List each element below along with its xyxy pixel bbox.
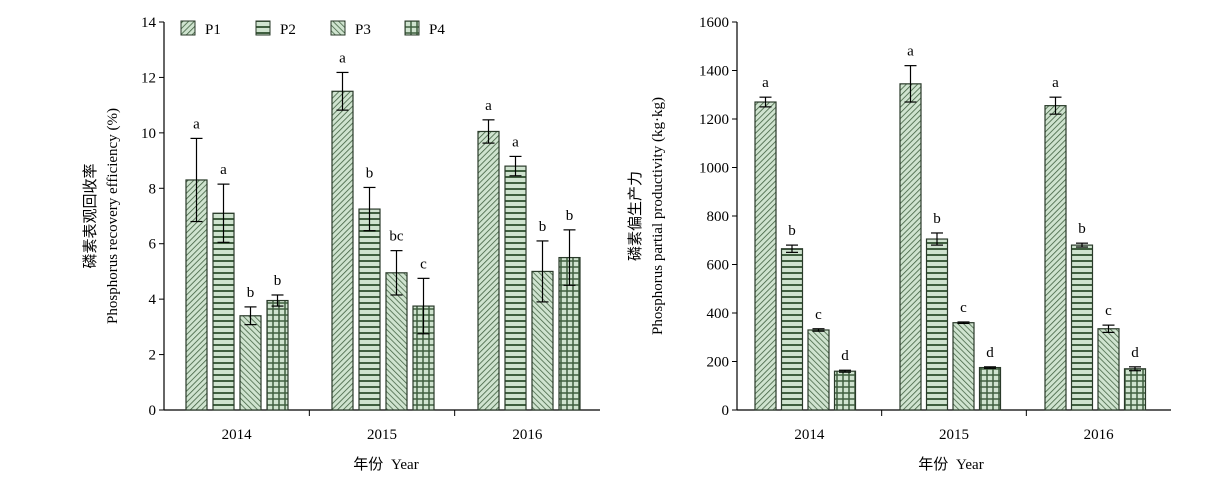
legend-swatch-p2 — [255, 20, 271, 36]
right-bar-p2-2014 — [780, 248, 804, 411]
right-ylabel-en: Phosphorus partial productivity (kg·kg) — [650, 97, 666, 335]
right-bar-p1-2014 — [754, 101, 777, 411]
right-y-tick-label: 1000 — [699, 161, 729, 177]
right-bar-p2-2015 — [925, 238, 949, 411]
right-bar-p3-2015 — [952, 322, 975, 411]
left-ylabel-en: Phosphorus recovery efficiency (%) — [105, 108, 121, 324]
left-significance-label: b — [366, 165, 374, 181]
right-x-tick-label: 2014 — [794, 427, 825, 443]
right-significance-label: a — [907, 44, 914, 60]
right-xlabel-cn: 年份 — [918, 455, 948, 473]
left-significance-label: a — [485, 98, 492, 114]
right-x-tick-label: 2016 — [1084, 427, 1115, 443]
legend-label-p3: P3 — [355, 22, 371, 38]
right-y-tick-label: 1200 — [699, 112, 729, 128]
right-y-tick-label: 600 — [707, 258, 730, 274]
left-y-tick-label: 4 — [149, 292, 157, 308]
right-xlabel: 年份 Year — [918, 455, 983, 473]
left-y-tick-label: 6 — [149, 237, 157, 253]
right-significance-label: d — [1131, 345, 1139, 361]
right-significance-label: b — [788, 223, 796, 239]
left-xlabel-en: Year — [391, 457, 419, 473]
left-significance-label: b — [274, 273, 282, 289]
left-y-tick-label: 0 — [149, 403, 157, 419]
left-significance-label: b — [566, 208, 574, 224]
legend-swatch-p1 — [180, 20, 196, 36]
right-significance-label: b — [1078, 221, 1086, 237]
left-significance-label: c — [420, 256, 427, 272]
left-significance-label: b — [247, 285, 255, 301]
right-bar-p3-2016 — [1097, 328, 1120, 411]
legend: P1 P2 P3 P4 — [180, 20, 445, 38]
right-bar-p2-2016 — [1070, 244, 1094, 411]
right-xlabel-en: Year — [956, 457, 984, 473]
right-bar-p4-2015 — [978, 366, 1002, 411]
right-y-tick-label: 1600 — [699, 15, 729, 31]
right-significance-label: a — [1052, 75, 1059, 91]
left-xlabel: 年份 Year — [353, 455, 418, 473]
right-bar-p4-2016 — [1123, 368, 1147, 411]
right-significance-label: d — [986, 345, 994, 361]
left-significance-label: a — [339, 50, 346, 66]
legend-label-p1: P1 — [205, 22, 221, 38]
right-significance-label: d — [841, 348, 849, 364]
right-bar-p1-2015 — [899, 83, 922, 411]
left-bar-p4-2014 — [266, 299, 289, 411]
left-bar-p1-2016 — [477, 130, 500, 411]
right-chart-bars: 0 200 400 600 800 1000 1200 1400 1600 2014 2015 201… — [699, 15, 1171, 443]
right-y-tick-label: 200 — [707, 355, 730, 371]
left-y-tick-label: 14 — [141, 15, 157, 31]
right-y-tick-label: 0 — [722, 403, 730, 419]
legend-label-p2: P2 — [280, 22, 296, 38]
left-significance-label: a — [220, 162, 227, 178]
legend-label-p4: P4 — [429, 22, 445, 38]
legend-swatch-p4 — [404, 20, 420, 36]
left-y-tick-label: 2 — [149, 348, 157, 364]
left-significance-label: b — [539, 219, 547, 235]
right-bar-p3-2014 — [807, 329, 830, 411]
left-bar-p1-2015 — [331, 90, 354, 411]
right-y-tick-label: 800 — [707, 209, 730, 225]
left-significance-label: a — [512, 134, 519, 150]
left-ylabel-cn: 磷素表观回收率 — [81, 163, 99, 268]
left-significance-label: a — [193, 116, 200, 132]
right-y-tick-label: 400 — [707, 306, 730, 322]
legend-swatch-p3 — [330, 20, 346, 36]
left-significance-label: bc — [389, 229, 404, 245]
right-y-tick-label: 1400 — [699, 64, 729, 80]
left-x-tick-label: 2014 — [222, 427, 253, 443]
right-significance-label: b — [933, 211, 941, 227]
right-chart: 0 200 400 600 800 1000 1200 1400 1600 2014 2015 201… — [626, 15, 1171, 473]
left-bar-p2-2016 — [504, 165, 527, 411]
left-bar-p3-2014 — [239, 315, 262, 411]
left-y-tick-label: 12 — [141, 70, 156, 86]
right-x-tick-label: 2015 — [939, 427, 969, 443]
legend-item-p2: P2 — [255, 20, 296, 38]
right-significance-label: c — [960, 300, 967, 316]
legend-item-p4: P4 — [404, 20, 445, 38]
left-xlabel-cn: 年份 — [353, 455, 383, 473]
legend-item-p1: P1 — [180, 20, 221, 38]
left-x-tick-label: 2016 — [512, 427, 543, 443]
left-y-tick-label: 8 — [149, 181, 157, 197]
left-y-tick-label: 10 — [141, 126, 156, 142]
right-bar-p4-2014 — [833, 370, 857, 411]
right-bar-p1-2016 — [1044, 105, 1067, 411]
left-bar-p2-2015 — [358, 208, 381, 411]
right-significance-label: c — [1105, 303, 1112, 319]
right-significance-label: a — [762, 75, 769, 91]
legend-item-p3: P3 — [330, 20, 371, 38]
right-ylabel-cn: 磷素偏生产力 — [626, 171, 644, 261]
right-significance-label: c — [815, 307, 822, 323]
left-x-tick-label: 2015 — [367, 427, 397, 443]
